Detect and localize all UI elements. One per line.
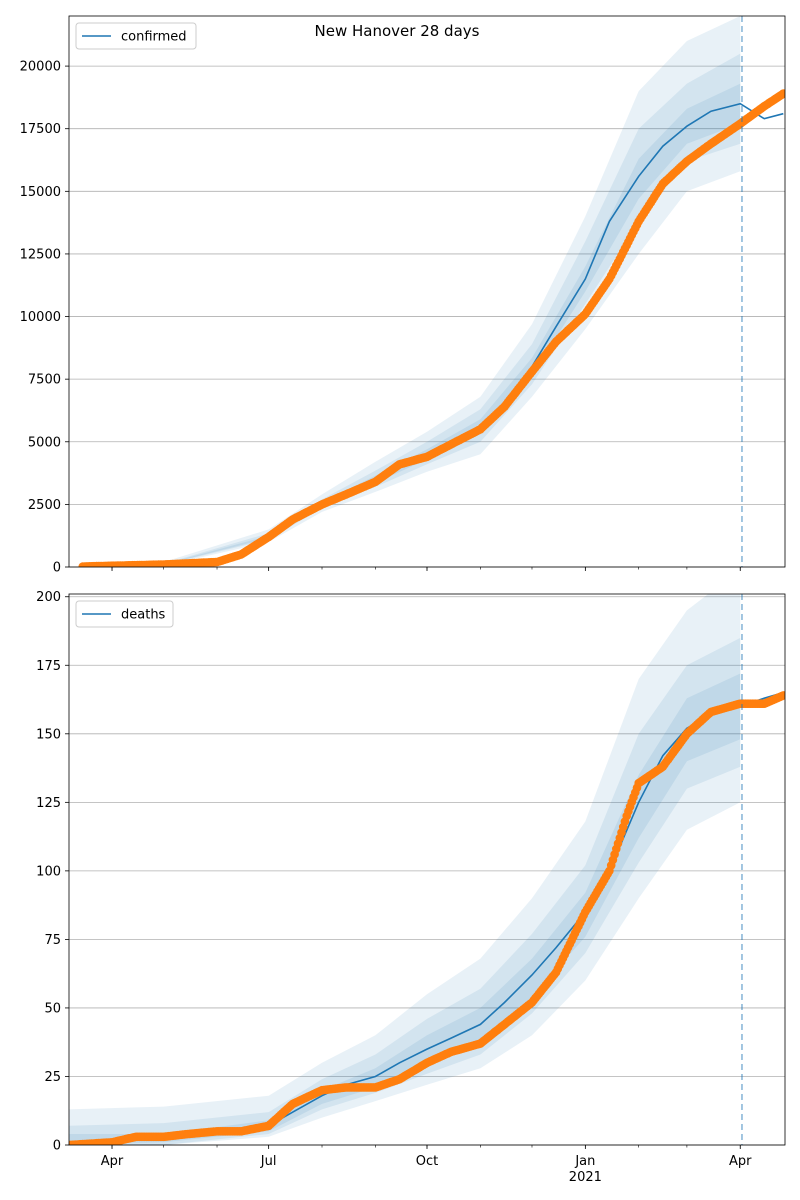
y-tick-label: 10000 [20, 310, 61, 325]
x-tick-label: Jul [260, 1154, 277, 1169]
figure-title: New Hanover 28 days [315, 22, 480, 40]
y-tick-label: 125 [36, 796, 61, 811]
y-tick-label: 7500 [28, 373, 61, 388]
x-tick-label: Apr [729, 1154, 752, 1169]
y-tick-label: 175 [36, 659, 61, 674]
y-tick-label: 17500 [20, 122, 61, 137]
x-tick-label: Jan [574, 1154, 595, 1169]
band-50 [82, 83, 741, 567]
y-tick-label: 75 [44, 933, 61, 948]
y-tick-label: 200 [36, 590, 61, 605]
observed-point [779, 691, 785, 700]
legend: deaths [75, 600, 174, 628]
legend-label: deaths [121, 608, 166, 623]
legend-label: confirmed [121, 30, 187, 45]
y-tick-label: 2500 [28, 498, 61, 513]
band-70 [69, 637, 741, 1145]
y-tick-label: 0 [53, 1139, 61, 1154]
x-tick-label: Apr [101, 1154, 124, 1169]
y-tick-label: 50 [44, 1001, 61, 1016]
y-tick-label: 20000 [20, 60, 61, 75]
y-tick-label: 15000 [20, 185, 61, 200]
observed-point [779, 89, 785, 98]
y-tick-label: 5000 [28, 435, 61, 450]
band-70 [82, 53, 741, 567]
x-tick-label: Oct [416, 1154, 438, 1169]
band-90 [82, 16, 741, 567]
legend: confirmed [75, 22, 197, 50]
chart-confirmed: 0 2500 5000 7500 10000 12500 15000 17500 20000 co… [20, 15, 786, 576]
band-50 [69, 673, 741, 1145]
y-tick-label: 12500 [20, 247, 61, 262]
y-tick-label: 150 [36, 727, 61, 742]
y-tick-label: 100 [36, 864, 61, 879]
x-tick-sublabel: 2021 [569, 1170, 602, 1185]
y-tick-label: 0 [53, 561, 61, 576]
y-tick-label: 25 [44, 1070, 61, 1085]
